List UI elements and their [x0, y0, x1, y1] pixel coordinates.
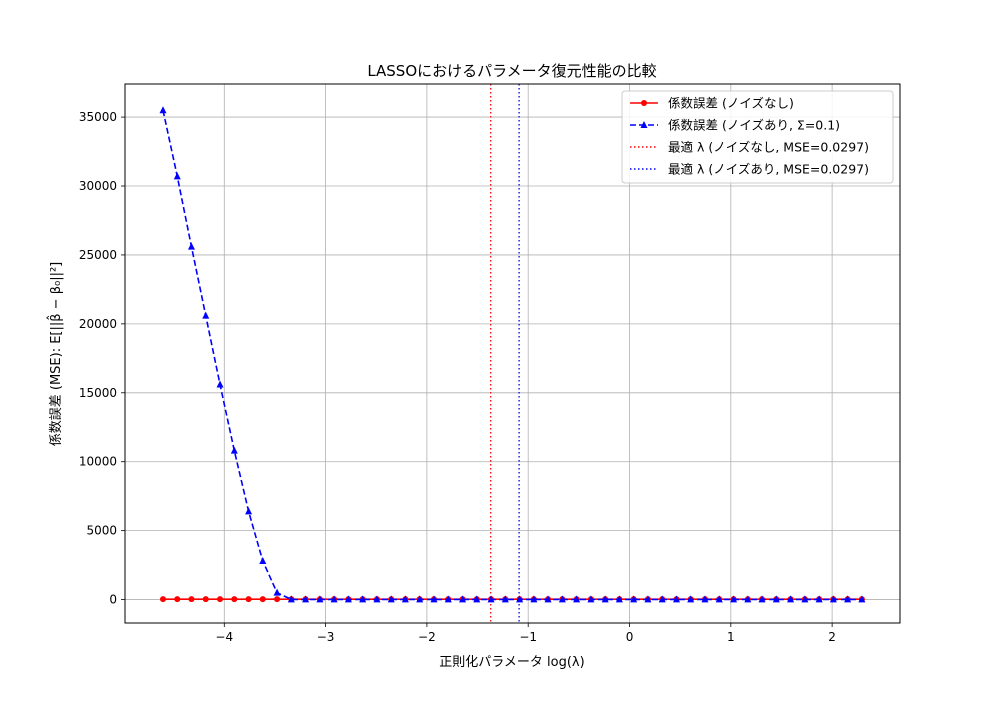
data-point: [231, 596, 238, 603]
data-point: [444, 595, 452, 603]
data-point: [373, 595, 381, 603]
data-point: [173, 172, 181, 180]
data-point: [544, 595, 552, 603]
data-point: [430, 595, 438, 603]
legend-box: [621, 90, 894, 184]
data-point: [316, 595, 324, 603]
x-tick-label: −4: [215, 630, 233, 644]
legend-marker: [641, 100, 647, 106]
data-point: [630, 595, 638, 603]
data-point: [829, 595, 837, 603]
data-point: [245, 507, 253, 515]
data-point: [259, 556, 267, 564]
data-point: [701, 595, 709, 603]
data-point: [359, 595, 367, 603]
tick-layer: −4 −3 −2 −1 0 1 2 0 5000 10000 15000 20000 25000 3000…: [79, 110, 836, 644]
y-tick-label: 35000: [79, 110, 117, 124]
legend-label: 最適 λ (ノイズあり, MSE=0.0297): [668, 162, 869, 177]
chart-title: LASSOにおけるパラメータ復元性能の比較: [367, 62, 656, 80]
data-point: [159, 596, 166, 603]
data-point: [344, 595, 352, 603]
data-point: [287, 595, 295, 603]
data-point: [501, 595, 509, 603]
data-point: [715, 595, 723, 603]
vline-layer: [490, 84, 520, 623]
x-axis-label: 正則化パラメータ log(λ): [439, 655, 584, 670]
y-tick-label: 15000: [79, 386, 117, 400]
x-tick-label: 0: [626, 630, 634, 644]
data-point: [601, 595, 609, 603]
data-point: [558, 595, 566, 603]
data-point: [245, 596, 252, 603]
data-point: [744, 595, 752, 603]
plot-frame: [124, 83, 901, 624]
data-point: [673, 595, 681, 603]
data-point: [202, 596, 209, 603]
data-point: [530, 595, 538, 603]
legend-label: 係数誤差 (ノイズなし): [668, 96, 794, 111]
data-point: [401, 595, 409, 603]
y-tick-label: 5000: [86, 524, 117, 538]
data-point: [772, 595, 780, 603]
legend: 係数誤差 (ノイズなし) 係数誤差 (ノイズあり, Σ=0.1) 最適 λ (ノイズ…: [621, 90, 894, 184]
data-point: [858, 595, 866, 603]
y-tick-label: 20000: [79, 317, 117, 331]
data-point: [687, 595, 695, 603]
x-tick-label: −1: [519, 630, 537, 644]
data-point: [216, 380, 224, 388]
x-tick-label: 1: [727, 630, 735, 644]
data-point: [615, 595, 623, 603]
y-tick-label: 10000: [79, 455, 117, 469]
data-point: [202, 311, 210, 319]
data-point: [487, 595, 495, 603]
data-point: [587, 595, 595, 603]
x-tick-label: −3: [317, 630, 335, 644]
series-line: [162, 110, 862, 601]
data-point: [787, 595, 795, 603]
series-layer: [159, 106, 866, 603]
y-tick-label: 0: [109, 593, 117, 607]
data-point: [459, 595, 467, 603]
legend-marker: [640, 121, 648, 128]
data-point: [573, 595, 581, 603]
data-point: [174, 596, 181, 603]
data-point: [259, 596, 266, 603]
x-tick-label: 2: [828, 630, 836, 644]
data-point: [730, 595, 738, 603]
data-point: [644, 595, 652, 603]
legend-label: 係数誤差 (ノイズあり, Σ=0.1): [668, 118, 840, 133]
data-point: [658, 595, 666, 603]
data-point: [159, 106, 167, 114]
data-point: [801, 595, 809, 603]
data-point: [187, 242, 195, 250]
data-point: [473, 595, 481, 603]
data-point: [273, 588, 281, 596]
data-point: [416, 595, 424, 603]
y-tick-label: 30000: [79, 179, 117, 193]
data-point: [230, 446, 238, 454]
data-point: [188, 596, 195, 603]
x-tick-label: −2: [418, 630, 436, 644]
data-point: [758, 595, 766, 603]
data-point: [516, 595, 524, 603]
y-tick-label: 25000: [79, 248, 117, 262]
data-point: [815, 595, 823, 603]
y-axis-label: 係数誤差 (MSE): E[||β̂ − β₀||²]: [47, 262, 64, 447]
data-point: [387, 595, 395, 603]
data-point: [330, 595, 338, 603]
data-point: [302, 595, 310, 603]
data-point: [217, 596, 224, 603]
legend-label: 最適 λ (ノイズなし, MSE=0.0297): [668, 140, 869, 155]
data-point: [274, 596, 281, 603]
data-point: [844, 595, 852, 603]
